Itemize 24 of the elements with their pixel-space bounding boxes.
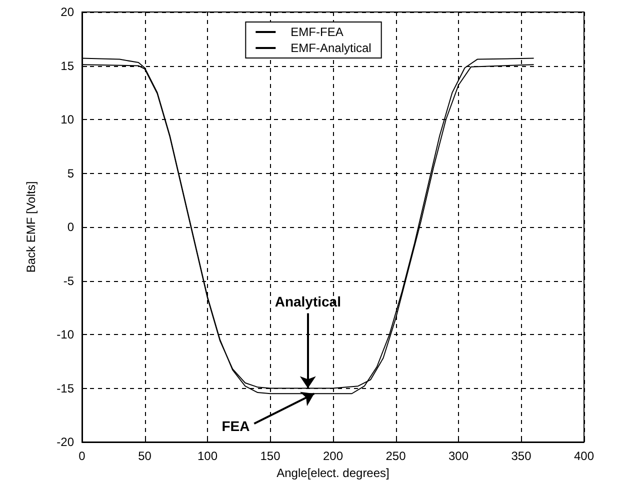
- y-tick-label: -20: [56, 435, 74, 449]
- x-axis-title: Angle[elect. degrees]: [276, 466, 390, 480]
- annotation: FEA: [222, 418, 250, 434]
- x-tick-label: 150: [260, 449, 281, 463]
- x-tick-label: 200: [322, 449, 344, 463]
- x-tick-label: 50: [138, 449, 152, 463]
- y-tick-label: 15: [60, 58, 74, 73]
- y-tick-label: 0: [67, 220, 74, 234]
- x-tick-label: 250: [386, 449, 406, 463]
- y-axis-title: Back EMF [Volts]: [24, 181, 38, 273]
- y-tick-label: -10: [56, 328, 74, 342]
- y-tick-label: 5: [67, 166, 74, 180]
- x-tick-label: 400: [574, 449, 594, 463]
- annotation: Analytical: [274, 293, 341, 310]
- x-tick-label: 100: [197, 449, 218, 463]
- y-tick-label: 10: [60, 112, 74, 126]
- legend-label: EMF-FEA: [290, 25, 344, 39]
- y-tick-label: -15: [56, 381, 74, 396]
- x-tick-label: 300: [448, 449, 469, 463]
- legend-label: EMF-Analytical: [290, 41, 372, 55]
- x-tick-label: 350: [511, 449, 532, 463]
- y-tick-label: -5: [63, 274, 74, 288]
- x-tick-label: 0: [78, 449, 86, 463]
- y-tick-label: 20: [60, 5, 74, 19]
